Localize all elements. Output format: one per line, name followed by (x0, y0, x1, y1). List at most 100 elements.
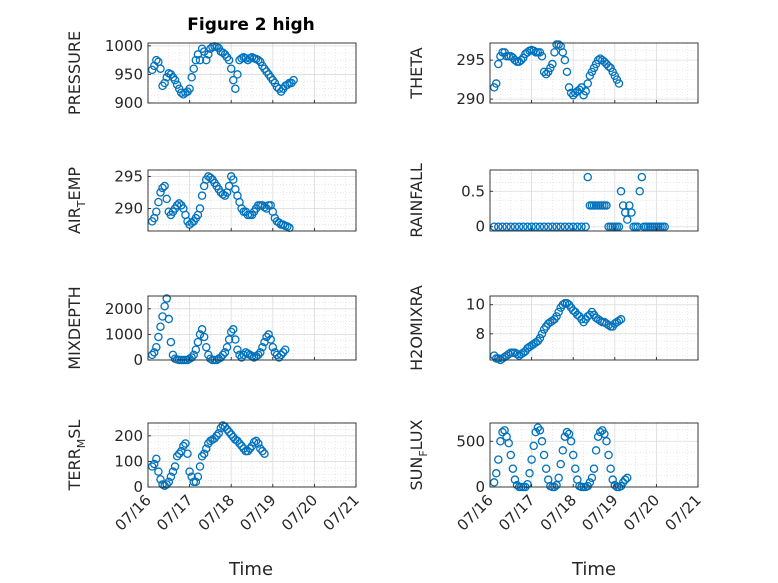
data-point (197, 325, 207, 334)
data-point (554, 473, 563, 483)
data-point (506, 450, 516, 460)
data-point (172, 80, 182, 89)
y-tick-label: 290 (114, 200, 143, 218)
data-point (195, 204, 205, 213)
data-point (289, 75, 298, 85)
axes-box (489, 422, 699, 488)
data-point (154, 467, 163, 476)
data-point (241, 348, 251, 357)
data-point (573, 222, 582, 231)
data-point (147, 462, 157, 471)
data-point (494, 354, 503, 363)
x-tick-label: 07/19 (578, 491, 621, 534)
y-axis-label-2: AIRTEMP (65, 167, 88, 234)
axes-box (489, 295, 699, 361)
data-point (233, 70, 242, 79)
data-point (233, 436, 242, 446)
data-point (185, 467, 194, 476)
data-point (160, 301, 169, 311)
y-axis-label-1: THETA (407, 47, 426, 99)
data-point (241, 54, 251, 63)
data-point (191, 345, 201, 355)
data-point (187, 73, 196, 82)
axes-box (489, 42, 699, 104)
data-point (581, 87, 590, 96)
data-point (187, 218, 196, 227)
data-point (523, 480, 532, 489)
data-point (633, 222, 642, 231)
data-point (222, 425, 232, 434)
data-point (531, 427, 541, 437)
x-tick-label: 07/21 (662, 491, 705, 534)
data-point (214, 428, 223, 438)
data-point (564, 222, 574, 231)
plot-area (490, 423, 698, 487)
data-point (152, 454, 161, 464)
data-point (564, 83, 574, 92)
data-point (156, 322, 165, 331)
data-point (556, 222, 565, 231)
data-point (489, 478, 499, 487)
data-point (224, 335, 234, 344)
data-point (568, 450, 578, 460)
data-point (537, 329, 547, 339)
data-point (525, 469, 534, 478)
y-tick-label: 900 (114, 94, 143, 112)
data-point (237, 441, 246, 451)
data-point (575, 85, 584, 95)
data-point (156, 475, 165, 484)
data-point (168, 467, 178, 476)
data-point (587, 473, 597, 483)
x-tick-label: 07/18 (537, 491, 580, 534)
subplot-pressure: 900 950 1000 PRESSURE (65, 31, 357, 115)
subplot-h2omixra: 8 10 H2OMIXRA (407, 285, 699, 371)
data-point (218, 190, 228, 199)
data-point (224, 427, 234, 437)
data-point (602, 437, 611, 446)
data-point (231, 335, 240, 344)
data-point (162, 194, 171, 204)
data-point (571, 464, 580, 473)
data-point (162, 294, 171, 303)
data-point (245, 444, 255, 453)
data-point (187, 472, 196, 482)
x-tick-label: 07/17 (153, 491, 196, 534)
data-point (206, 354, 215, 363)
data-point (266, 335, 275, 344)
data-point (274, 353, 284, 362)
y-tick-label: 1000 (105, 325, 143, 343)
y-tick-label: 0 (133, 351, 143, 369)
y-tick-label: 295 (456, 51, 485, 69)
data-point (583, 172, 593, 182)
data-point (158, 183, 167, 193)
data-point (531, 222, 541, 231)
data-point (149, 348, 159, 357)
data-point (218, 350, 228, 360)
data-point (496, 437, 505, 446)
y-tick-label: 0 (475, 218, 485, 236)
data-point (494, 59, 503, 69)
axes-box (489, 169, 699, 232)
data-point (147, 65, 157, 75)
data-point (278, 348, 288, 357)
data-point (539, 222, 549, 231)
data-point (566, 88, 576, 98)
axes-box (147, 422, 357, 488)
subplot-mixdepth: 0 1000 2000 MIXDEPTH (65, 286, 357, 370)
data-point (172, 452, 182, 461)
data-point (229, 75, 238, 85)
data-point (179, 441, 188, 451)
data-point (226, 64, 236, 73)
y-tick-label: 0 (133, 478, 143, 496)
data-point (593, 55, 603, 65)
data-point (543, 222, 553, 231)
data-point (239, 350, 248, 360)
data-point (152, 55, 161, 65)
data-point (249, 353, 259, 362)
data-point (614, 222, 624, 231)
data-point (535, 222, 545, 231)
data-point (529, 441, 538, 451)
